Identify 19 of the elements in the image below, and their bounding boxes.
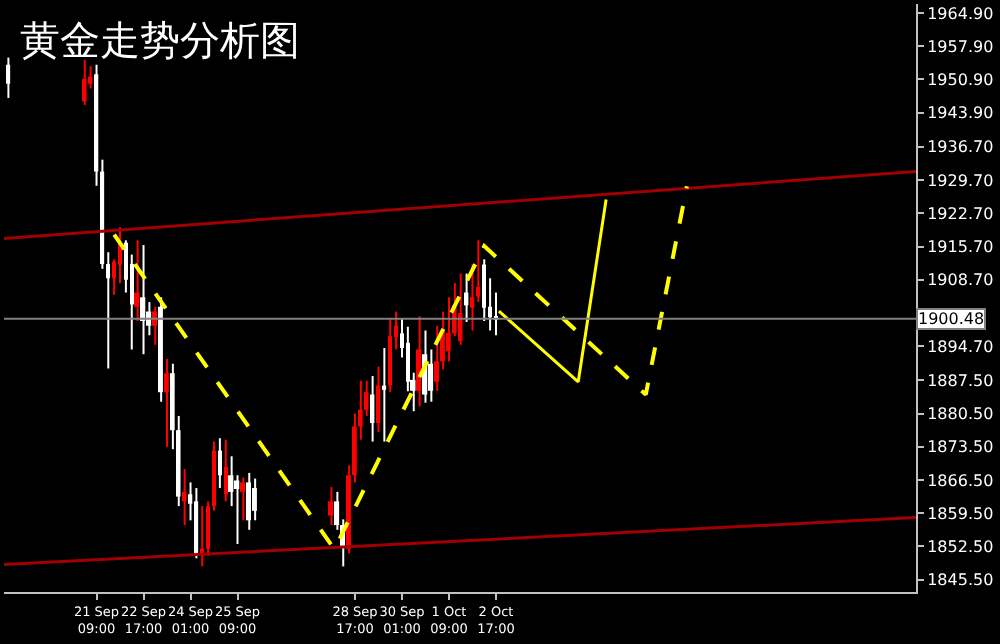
y-tick-label: 1929.70 — [927, 171, 994, 190]
y-tick-label: 1845.50 — [927, 571, 994, 590]
y-tick-label: 1859.50 — [927, 504, 994, 523]
y-tick-label: 1887.50 — [927, 371, 994, 390]
y-tick-label: 1866.50 — [927, 471, 994, 490]
y-tick-label: 1936.70 — [927, 138, 994, 157]
y-tick-label: 1852.50 — [927, 538, 994, 557]
y-tick-label: 1873.50 — [927, 438, 994, 457]
ref-line-label: 1900.48 — [918, 310, 985, 328]
chart-title: 黄金走势分析图 — [20, 15, 300, 64]
y-tick-label: 1908.70 — [927, 271, 994, 290]
y-tick-label: 1922.70 — [927, 204, 994, 223]
y-tick-label: 1950.90 — [927, 71, 994, 90]
y-tick-label: 1880.50 — [927, 405, 994, 424]
y-tick-label: 1943.90 — [927, 104, 994, 123]
y-tick-label: 1915.70 — [927, 238, 994, 257]
y-tick-label: 1964.90 — [927, 4, 994, 23]
y-tick-label: 1894.70 — [927, 337, 994, 356]
y-tick-label: 1957.90 — [927, 37, 994, 56]
